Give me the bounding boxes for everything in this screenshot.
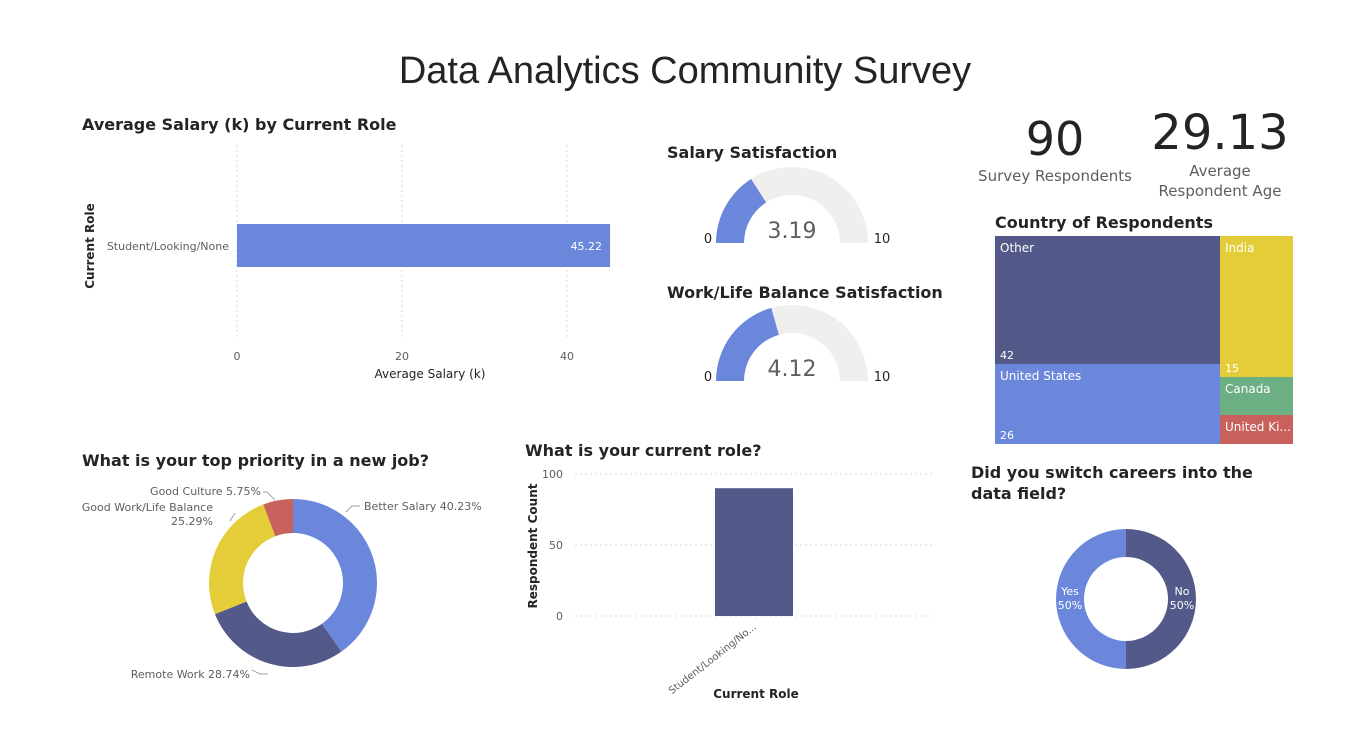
work-life-satisfaction-title: Work/Life Balance Satisfaction (667, 283, 943, 302)
bar[interactable] (715, 488, 793, 616)
treemap-cell-united-states[interactable]: United States 26 (995, 364, 1220, 444)
gauge-fill[interactable] (716, 178, 767, 243)
salary-by-role-chart[interactable]: 0 20 40 45.22 Student/Looking/None Average Sa… (70, 140, 650, 390)
kpi-age-value: 29.13 (1151, 105, 1289, 161)
donut-slice-label: Better Salary 40.23% (364, 500, 482, 513)
treemap-label: United Ki... (1225, 420, 1291, 434)
gauge-value: 3.19 (768, 219, 817, 244)
current-role-chart[interactable]: 0 50 100 Student/Looking/No...Current Role R… (515, 462, 945, 707)
treemap-cell-united-kingdom[interactable]: United Ki... (1220, 415, 1293, 444)
treemap-value: 26 (1000, 429, 1014, 442)
gauge-fill[interactable] (716, 307, 779, 381)
donut-slice-label: Good Work/Life Balance 25.29% (82, 501, 213, 528)
x-category-label: Student/Looking/No... (667, 622, 759, 697)
x-axis-title: Current Role (713, 687, 799, 701)
salary-by-role-title: Average Salary (k) by Current Role (82, 115, 397, 134)
y-tick-label: 100 (542, 468, 563, 481)
donut-slice-label: Good Culture 5.75% (150, 485, 261, 498)
salary-satisfaction-gauge[interactable]: 3.19 0 10 (690, 160, 900, 255)
donut-slice[interactable] (209, 504, 276, 615)
gauge-value: 4.12 (768, 357, 817, 382)
donut-slice[interactable] (214, 601, 342, 667)
y-category-label: Student/Looking/None (107, 240, 229, 253)
gauge-min-label: 0 (704, 232, 712, 247)
donut-slice[interactable] (1126, 529, 1196, 669)
treemap-cell-canada[interactable]: Canada (1220, 377, 1293, 415)
top-priority-title: What is your top priority in a new job? (82, 451, 430, 470)
treemap-label: Canada (1225, 382, 1271, 396)
donut-leader-line (263, 491, 276, 501)
treemap-label: Other (1000, 241, 1035, 255)
donut-slice[interactable] (263, 499, 293, 537)
y-tick-label: 0 (556, 610, 563, 623)
donut-slice[interactable] (1056, 529, 1126, 669)
treemap-value: 42 (1000, 349, 1014, 362)
donut-leader-line (229, 512, 236, 522)
kpi-age-label: Average Respondent Age (1158, 162, 1282, 200)
kpi-respondents-value: 90 (1025, 112, 1085, 166)
gauge-max-label: 10 (874, 232, 891, 247)
kpi-respondents-label: Survey Respondents (978, 167, 1132, 185)
y-axis-title: Respondent Count (526, 483, 540, 608)
y-axis-title: Current Role (83, 203, 97, 289)
treemap-value: 15 (1225, 362, 1239, 375)
x-tick-label: 0 (234, 350, 241, 363)
gauge-max-label: 10 (874, 370, 891, 385)
bar-data-label: 45.22 (571, 240, 603, 253)
country-treemap-title: Country of Respondents (995, 213, 1213, 232)
kpi-respondents-card: 90 Survey Respondents (975, 112, 1135, 186)
donut-slice-label: Yes 50% (1058, 585, 1082, 612)
x-tick-label: 40 (560, 350, 574, 363)
current-role-title: What is your current role? (525, 441, 762, 460)
career-switch-title: Did you switch careers into the data fie… (971, 463, 1253, 503)
x-axis-title: Average Salary (k) (375, 367, 486, 381)
country-treemap[interactable]: Other 42 United States 26 India 15 Canad… (995, 236, 1293, 444)
top-priority-donut[interactable]: Better Salary 40.23% Remote Work 28.74% Go… (70, 475, 490, 690)
treemap-cell-other[interactable]: Other 42 (995, 236, 1220, 364)
donut-slice-label: Remote Work 28.74% (131, 668, 250, 681)
y-tick-label: 50 (549, 539, 563, 552)
dashboard-title: Data Analytics Community Survey (398, 50, 972, 92)
donut-leader-line (345, 505, 360, 513)
salary-satisfaction-title: Salary Satisfaction (667, 143, 838, 162)
treemap-label: United States (1000, 369, 1082, 383)
treemap-label: India (1225, 241, 1255, 255)
kpi-age-card: 29.13 Average Respondent Age (1140, 105, 1300, 201)
treemap-cell-india[interactable]: India 15 (1220, 236, 1293, 377)
donut-slice-label: No 50% (1170, 585, 1194, 612)
career-switch-donut[interactable]: No 50% Yes 50% (1040, 520, 1215, 680)
donut-leader-line (251, 669, 268, 675)
work-life-satisfaction-gauge[interactable]: 4.12 0 10 (690, 298, 900, 393)
gauge-min-label: 0 (704, 370, 712, 385)
donut-slice[interactable] (293, 499, 377, 652)
bar[interactable] (237, 224, 611, 267)
x-tick-label: 20 (395, 350, 409, 363)
